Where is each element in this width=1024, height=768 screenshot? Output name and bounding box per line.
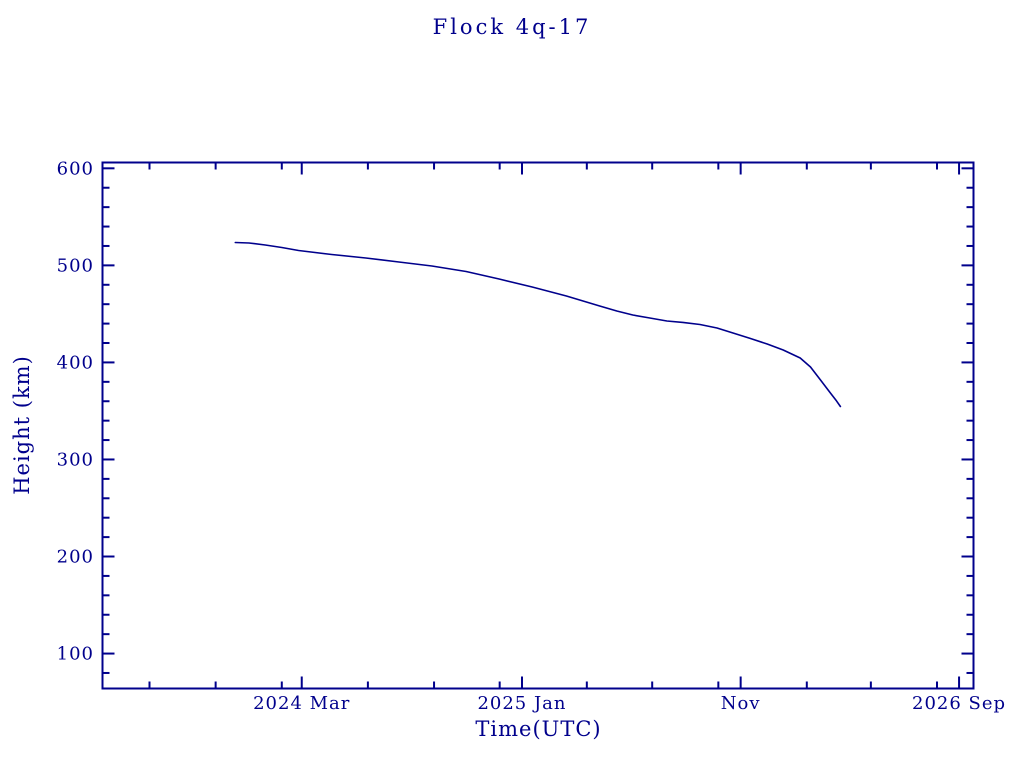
x-tick-label: 2025 Jan	[477, 693, 566, 714]
chart-title: Flock 4q-17	[432, 15, 592, 39]
x-tick-label: Nov	[721, 693, 761, 714]
x-axis-label: Time(UTC)	[475, 717, 602, 741]
x-tick-label: 2026 Sep	[912, 693, 1006, 714]
y-tick-label: 200	[57, 547, 94, 568]
y-tick-label: 300	[57, 449, 94, 470]
y-tick-label: 600	[57, 158, 94, 179]
y-tick-label: 500	[57, 255, 94, 276]
x-tick-label: 2024 Mar	[253, 693, 350, 714]
y-axis-label-text: Height (km)	[10, 355, 34, 495]
y-tick-label: 400	[57, 352, 94, 373]
height-curve	[234, 241, 842, 408]
plot-frame	[101, 161, 975, 690]
y-tick-label: 100	[57, 644, 94, 665]
